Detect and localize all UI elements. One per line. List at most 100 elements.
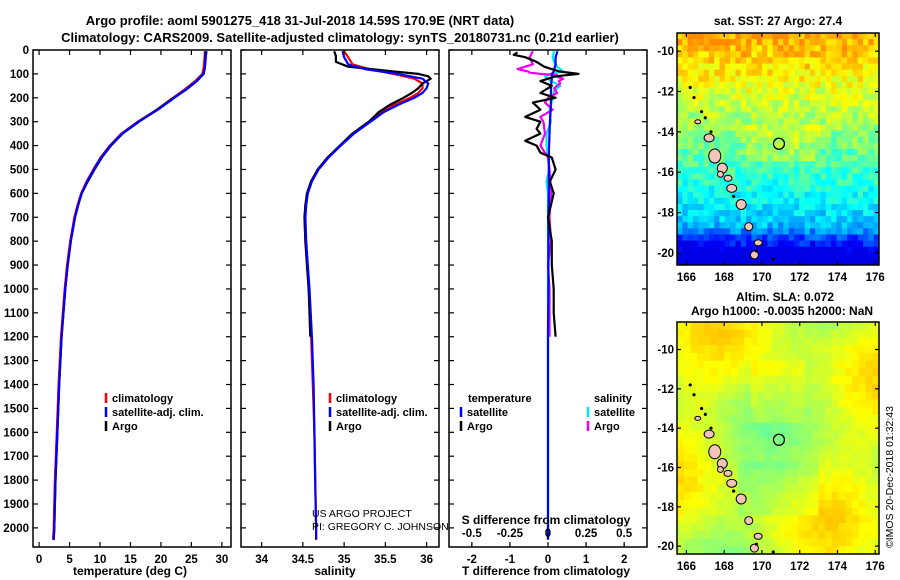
heatmap-cell [778, 118, 784, 126]
difference-panel: -2 -1 0 1 2-0.5 -0.25 0 0.25 0.5 T difference fr… [448, 49, 648, 578]
heatmap-cell [703, 438, 712, 447]
heatmap-cell [852, 149, 859, 156]
heatmap-cell [764, 322, 772, 331]
heatmap-cell [873, 210, 879, 217]
heatmap-cell [719, 203, 726, 211]
heatmap-cell [687, 45, 694, 52]
heatmap-cell [690, 422, 698, 431]
heatmap-cell [683, 376, 692, 385]
heatmap-cell [762, 142, 768, 150]
heatmap-cell [778, 468, 786, 478]
heatmap-cell [772, 203, 779, 211]
heatmap-cell [873, 222, 879, 229]
heatmap-cell [845, 376, 853, 385]
heatmap-cell [778, 124, 784, 132]
heatmap-cell [764, 391, 772, 400]
heatmap-cell [788, 45, 795, 52]
heatmap-cell [740, 51, 747, 59]
heatmap-cell [730, 33, 737, 40]
heatmap-cell [730, 507, 739, 516]
heatmap-cell [698, 240, 705, 248]
heatmap-cell [815, 69, 822, 77]
heatmap-cell [815, 57, 822, 65]
heatmap-cell [825, 228, 832, 236]
heatmap-cell [730, 51, 737, 59]
heatmap-cell [836, 33, 843, 40]
heatmap-cell [847, 240, 854, 248]
heatmap-cell [724, 33, 731, 40]
heatmap-cell [845, 383, 853, 393]
heatmap-cell [784, 322, 793, 331]
heatmap-cell [793, 149, 800, 156]
heatmap-cell [756, 203, 763, 211]
heatmap-cell [746, 197, 753, 205]
heatmap-cell [818, 391, 826, 400]
heatmap-cell [788, 258, 795, 265]
heatmap-cell [798, 422, 806, 431]
heatmap-cell [757, 538, 766, 547]
heatmap-cell [831, 216, 838, 223]
heatmap-cell [677, 142, 683, 150]
map-lon-label: 174 [828, 272, 848, 284]
x-tick-label: 15 [124, 554, 137, 566]
heatmap-cell [809, 81, 816, 89]
heatmap-cell [788, 51, 795, 59]
heatmap-cell [751, 222, 758, 229]
heatmap-cell [804, 51, 811, 59]
heatmap-cell [724, 155, 731, 162]
heatmap-cell [778, 228, 784, 236]
heatmap-cell [799, 45, 806, 52]
heatmap-cell [730, 492, 739, 501]
heatmap-cell [857, 57, 864, 65]
heatmap-cell [852, 69, 859, 77]
heatmap-cell [692, 155, 699, 162]
heatmap-cell [847, 75, 854, 83]
heatmap-cell [820, 258, 827, 265]
heatmap-cell [811, 523, 819, 532]
heatmap-cell [703, 376, 712, 385]
heatmap-cell [687, 118, 694, 126]
heatmap-cell [746, 118, 753, 126]
heatmap-cell [764, 438, 772, 447]
heatmap-cell [831, 39, 838, 46]
heatmap-cell [730, 258, 737, 265]
heatmap-cell [778, 337, 786, 346]
heatmap-cell [788, 33, 795, 40]
heatmap-cell [751, 45, 758, 52]
heatmap-cell [791, 360, 799, 369]
heatmap-cell [735, 191, 742, 199]
heatmap-cell [836, 173, 843, 181]
heatmap-cell [804, 246, 811, 254]
heatmap-cell [740, 39, 747, 46]
heatmap-cell [831, 507, 840, 516]
heatmap-cell [788, 75, 795, 83]
heatmap-cell [852, 523, 860, 532]
heatmap-cell [788, 252, 795, 260]
heatmap-cell [744, 430, 752, 439]
heatmap-cell [873, 191, 879, 199]
heatmap-cell [863, 179, 869, 187]
heatmap-cell [767, 252, 774, 260]
heatmap-cell [858, 345, 867, 354]
heatmap-cell [690, 453, 698, 462]
heatmap-cell [751, 216, 758, 223]
heatmap-cell [730, 499, 739, 509]
heatmap-cell [804, 345, 813, 354]
heatmap-cell [815, 258, 822, 265]
heatmap-cell [852, 538, 860, 547]
heatmap-cell [847, 51, 854, 59]
heatmap-cell [818, 523, 826, 532]
heatmap-cell [838, 515, 846, 524]
heatmap-cell [863, 63, 869, 71]
heatmap-cell [717, 422, 725, 431]
heatmap-cell [682, 142, 689, 150]
heatmap-cell [783, 112, 790, 120]
heatmap-cell [831, 130, 838, 138]
heatmap-cell [772, 228, 779, 236]
heatmap-cell [735, 106, 742, 113]
heatmap-cell [698, 252, 705, 260]
series-line-temperature-argo [512, 51, 580, 337]
heatmap-cell [852, 515, 860, 524]
island-landmass [753, 532, 763, 540]
